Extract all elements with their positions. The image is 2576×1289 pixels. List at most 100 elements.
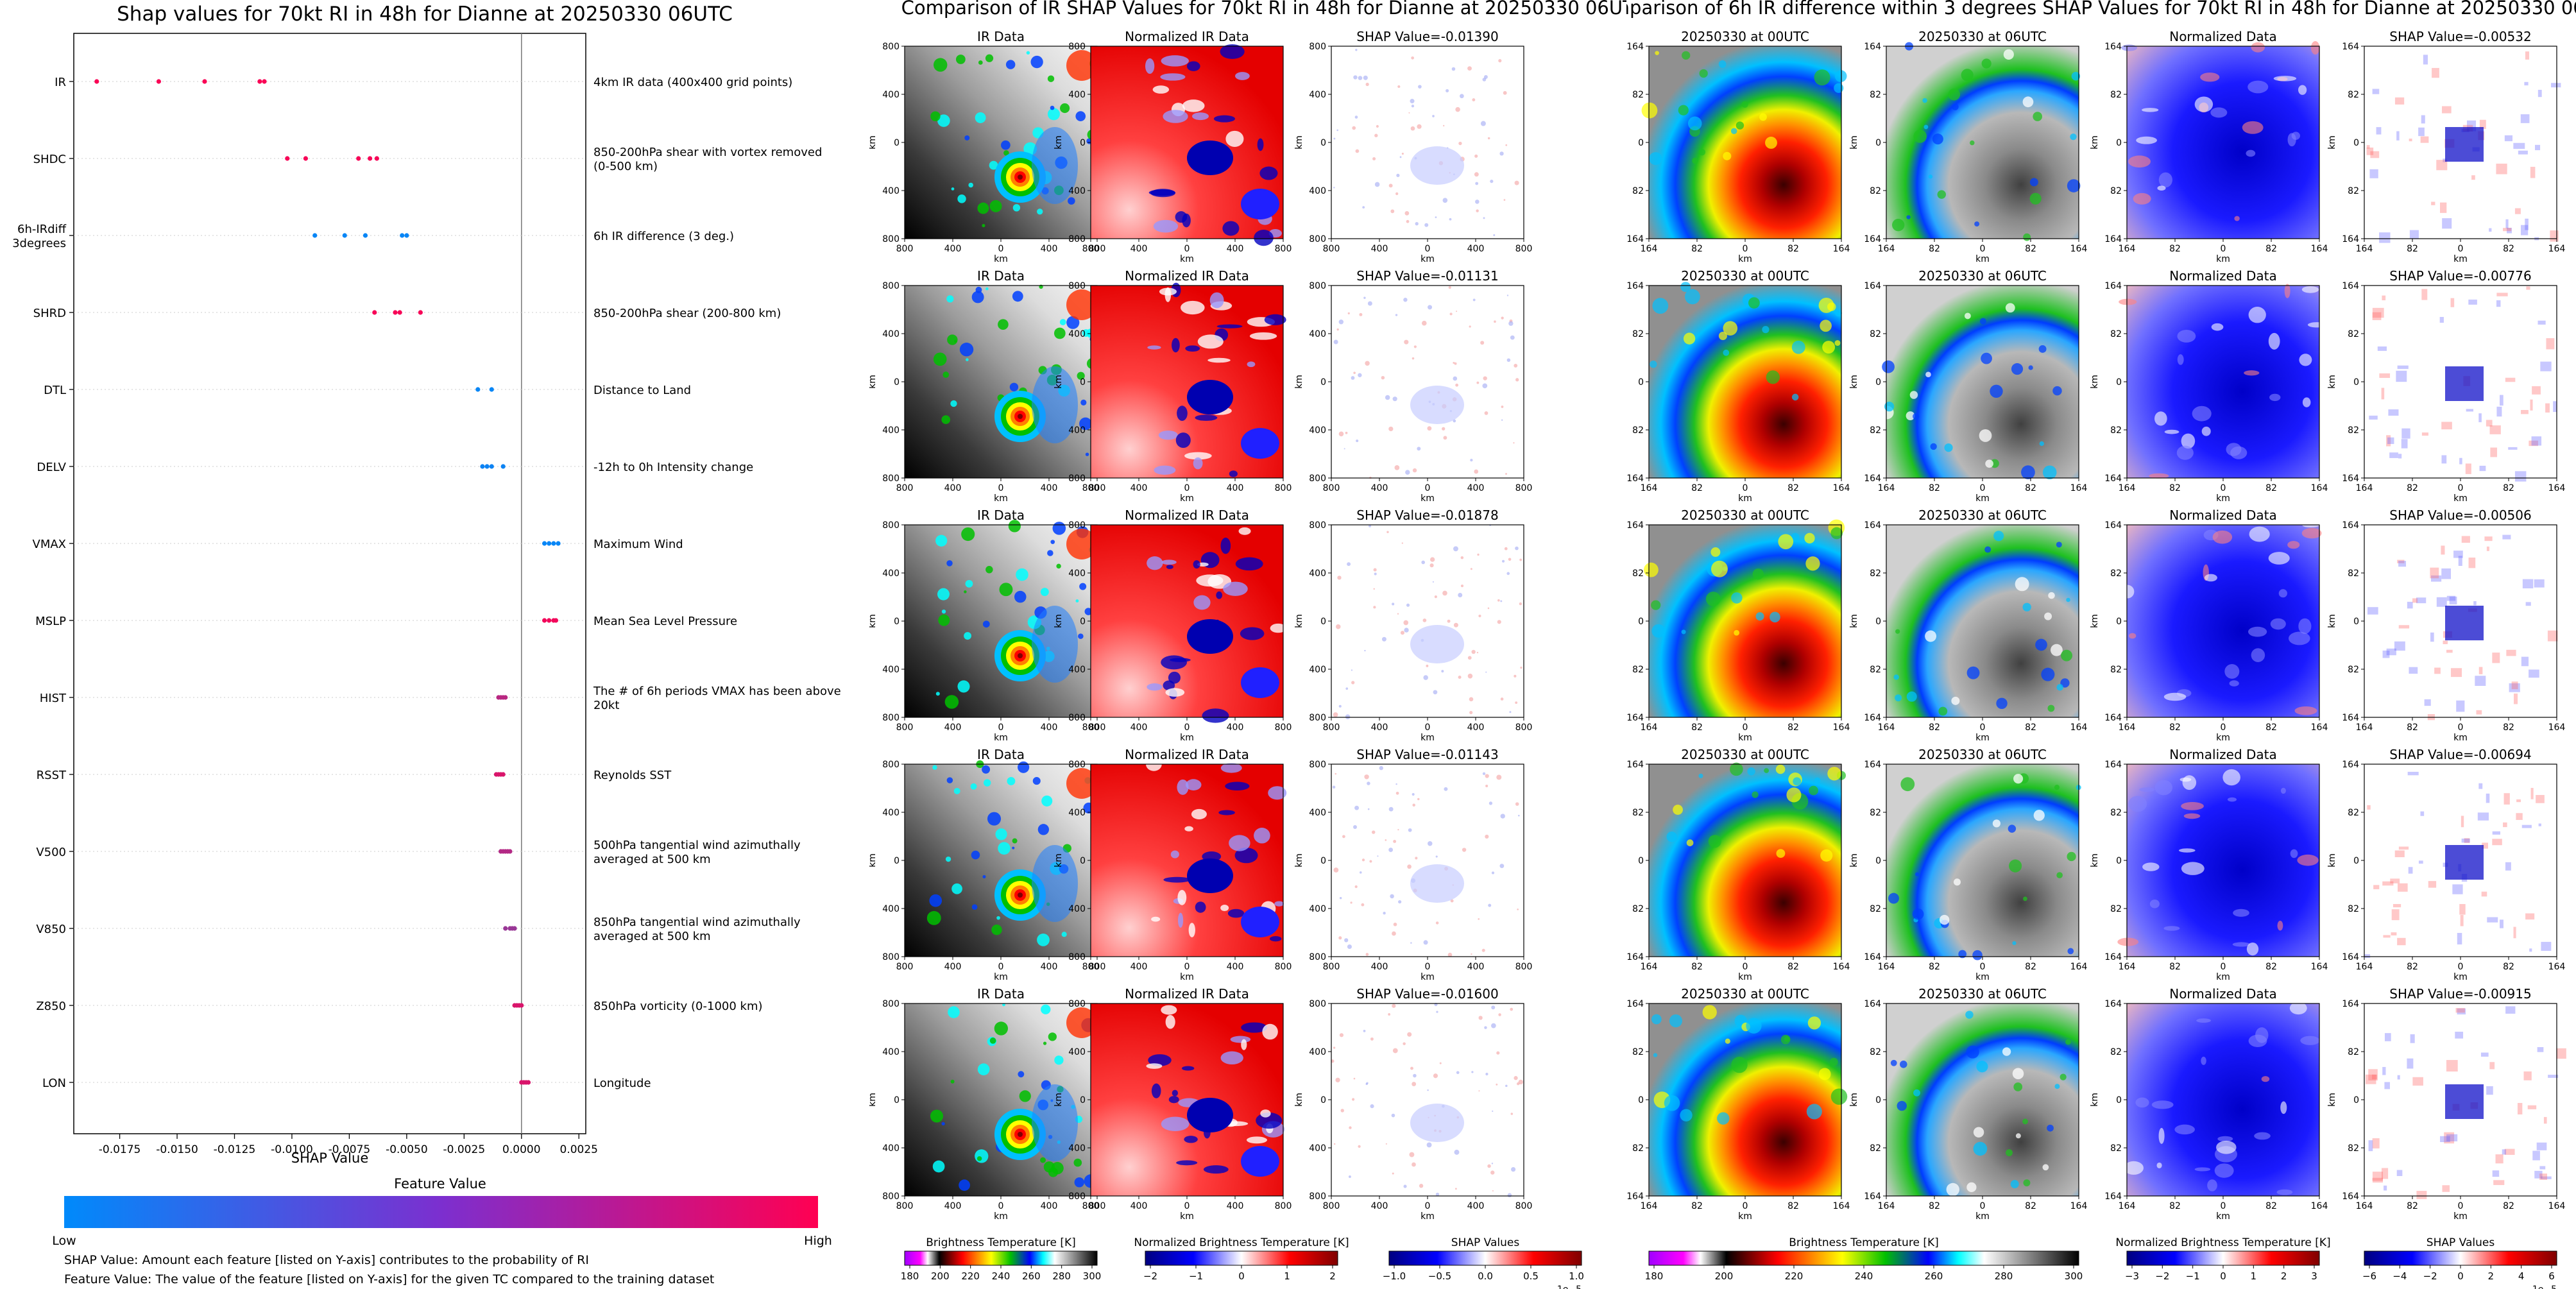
diff-blob <box>1692 157 1698 164</box>
colorbar-tick-label: 1 <box>2251 1270 2257 1282</box>
x-tick-label: 82 <box>2265 962 2277 972</box>
panel-ir-3-1: Normalized IR Data8008004004000040040080… <box>1053 747 1292 982</box>
x-axis-label: km <box>2216 733 2230 743</box>
diff-blob <box>1666 832 1677 842</box>
shap-speck <box>1422 619 1427 622</box>
panel-image <box>1886 46 2079 239</box>
panel-title: SHAP Value=-0.00506 <box>2389 508 2531 523</box>
x-tick-label: 400 <box>1130 1201 1148 1211</box>
diff-blob <box>1681 629 1686 635</box>
shap2-patch <box>2521 824 2532 828</box>
y-tick-label: 82 <box>1870 1143 1881 1154</box>
norm-blob <box>1184 826 1193 832</box>
panel-title: Normalized IR Data <box>1125 29 1249 44</box>
cloud-blob <box>1059 319 1066 325</box>
shap-speck <box>1413 345 1417 348</box>
y-tick-label: 164 <box>1626 760 1644 770</box>
shap-speck <box>1388 184 1393 188</box>
x-tick-label: 400 <box>944 483 962 493</box>
shap-speck <box>1467 656 1472 660</box>
shap2-patch <box>2538 823 2541 826</box>
shap-speck <box>1367 781 1370 785</box>
y-tick-label: 0 <box>1320 377 1326 388</box>
shap-speck <box>1336 129 1339 132</box>
y-tick-label: 400 <box>1068 904 1086 914</box>
shap-speck <box>1421 320 1427 326</box>
diff-blob <box>1651 624 1666 638</box>
diff-blob <box>1951 696 1960 705</box>
shap-speck <box>1353 825 1357 830</box>
dnorm-blob <box>2216 1140 2237 1154</box>
colorbar-bar <box>1648 1251 2079 1266</box>
diff-blob <box>1895 629 1900 634</box>
cloud-blob <box>975 112 986 123</box>
shap2-patch <box>2486 546 2489 551</box>
shap2-patch <box>2453 551 2463 558</box>
shap-speck <box>1475 182 1479 185</box>
colorbar-tick-label: −1.0 <box>1383 1270 1406 1282</box>
y-tick-label: 400 <box>1068 808 1086 818</box>
shap-speck <box>1480 121 1486 126</box>
x-tick-label: 82 <box>2503 962 2514 972</box>
diff-blob <box>1937 190 1946 199</box>
colorbar-tick-label: −2 <box>2423 1270 2437 1282</box>
shap2-patch <box>2436 160 2448 171</box>
shap-speck <box>1478 918 1480 920</box>
shap2-patch <box>2534 579 2545 588</box>
shap-speck <box>1339 896 1342 900</box>
shap2-patch <box>2410 1034 2415 1043</box>
y-tick-label: 82 <box>2348 1143 2359 1154</box>
panel-df-2-2: Normalized Data1641648282008282164164kmk… <box>2090 508 2328 743</box>
y-tick-label: 0 <box>2116 617 2122 627</box>
diff-blob <box>1734 629 1740 636</box>
diff-blob <box>2013 774 2024 784</box>
shap-speck <box>1388 426 1394 432</box>
x-tick-label: 164 <box>1641 962 1658 972</box>
y-tick-label: 164 <box>2342 760 2359 770</box>
shap2-patch <box>2364 954 2371 958</box>
y-tick-label: 800 <box>882 520 900 531</box>
diff-blob <box>1834 83 1844 93</box>
diff-blob <box>2042 465 2057 480</box>
diff-blob <box>2048 592 2055 599</box>
x-tick-label: 82 <box>1929 962 1940 972</box>
shap-speck <box>1519 602 1522 606</box>
cloud-blob <box>946 295 954 303</box>
shap-speck <box>1443 436 1447 440</box>
shap-speck <box>1508 558 1512 561</box>
x-tick-label: 164 <box>2119 722 2136 733</box>
cloud-blob <box>1061 932 1067 937</box>
shap-speck <box>1510 1113 1514 1115</box>
shap2-patch <box>2471 175 2475 180</box>
diff-blob <box>2047 704 2055 712</box>
shap2-patch <box>2370 151 2380 158</box>
panel-image <box>2127 286 2319 478</box>
shap2-patch <box>2430 575 2442 582</box>
dnorm-blob <box>2222 769 2240 786</box>
dnorm-blob <box>2287 541 2300 549</box>
cloud-band <box>1032 1084 1078 1161</box>
cloud-blob <box>977 1156 982 1161</box>
diff-blob <box>2056 683 2063 691</box>
diff-blob <box>1882 360 1895 373</box>
diff-blob <box>2047 1124 2054 1132</box>
shap2-patch <box>2496 164 2507 175</box>
diff-blob <box>1930 443 1937 450</box>
cloud-blob <box>1007 776 1016 785</box>
shap2-patch <box>2407 771 2419 776</box>
shap-speck <box>1497 599 1500 602</box>
shap-speck <box>1475 200 1480 204</box>
norm-blob <box>1229 835 1250 851</box>
shap-speck <box>1490 1023 1496 1029</box>
norm-blob <box>1182 213 1191 228</box>
shap-speck <box>1467 673 1473 679</box>
x-axis-label: km <box>1738 493 1752 504</box>
dnorm-blob <box>2154 780 2173 796</box>
shap-speck <box>1399 156 1402 158</box>
diff-blob <box>1793 777 1802 786</box>
x-tick-label: 164 <box>1878 1201 1895 1211</box>
shap2-patch <box>2492 1170 2500 1177</box>
norm-blob <box>1227 909 1245 918</box>
dnorm-blob <box>2194 96 2213 112</box>
dnorm-blob <box>2297 854 2319 866</box>
